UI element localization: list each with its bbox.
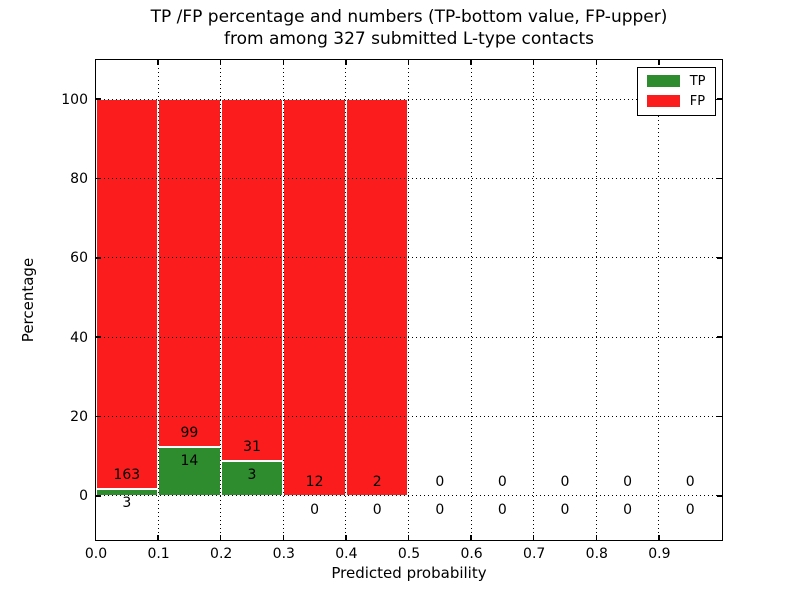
legend-label-fp: FP xyxy=(689,93,706,109)
x-tick-bottom xyxy=(595,534,598,540)
tp-count-label-0: 3 xyxy=(122,494,132,511)
tp-count-label-2: 3 xyxy=(247,466,257,483)
y-tick-right xyxy=(716,98,722,100)
tp-count-label-4: 0 xyxy=(372,501,382,518)
y-tick-left xyxy=(95,257,101,259)
y-tick-left xyxy=(95,415,101,418)
x-tick-bottom xyxy=(345,534,347,540)
y-tick-right xyxy=(716,177,722,180)
y-tick-left xyxy=(95,98,101,100)
x-tick-top xyxy=(219,59,222,65)
x-gridline xyxy=(95,59,96,540)
x-gridline xyxy=(345,59,347,540)
x-gridline xyxy=(282,59,284,540)
x-tick-label: 0.4 xyxy=(335,546,358,562)
fp-count-label-1: 99 xyxy=(180,424,199,441)
x-tick-top xyxy=(407,59,410,65)
fp-count-label-9: 0 xyxy=(685,473,695,490)
y-tick-label: 40 xyxy=(70,329,88,346)
x-tick-label: 0.9 xyxy=(648,546,671,562)
x-tick-bottom xyxy=(658,534,660,540)
bar-fp-1 xyxy=(158,99,221,447)
x-gridline xyxy=(658,59,660,540)
bar-fp-2 xyxy=(220,99,284,461)
x-tick-bottom xyxy=(157,534,159,540)
x-gridline xyxy=(470,59,472,540)
y-tick-right xyxy=(716,415,722,418)
fp-count-label-3: 12 xyxy=(305,473,324,490)
y-tick-label: 0 xyxy=(79,488,88,505)
x-gridline xyxy=(533,59,535,540)
x-tick-label: 0.6 xyxy=(460,546,483,562)
legend: TP FP xyxy=(636,66,716,116)
x-tick-label: 0.3 xyxy=(272,546,295,562)
tp-count-label-8: 0 xyxy=(623,501,633,518)
x-gridline xyxy=(408,59,409,540)
legend-item-tp: TP xyxy=(646,73,706,89)
x-tick-label: 0.2 xyxy=(210,546,233,562)
y-tick-label: 100 xyxy=(61,91,88,108)
x-tick-bottom xyxy=(94,534,97,540)
fp-count-label-5: 0 xyxy=(435,473,445,490)
tp-color-swatch xyxy=(646,75,680,87)
fp-count-label-0: 163 xyxy=(113,466,141,483)
y-tick-label: 20 xyxy=(70,409,88,426)
fp-count-label-4: 2 xyxy=(372,473,382,490)
x-tick-top xyxy=(532,59,535,65)
fp-count-label-7: 0 xyxy=(560,473,570,490)
tp-count-label-5: 0 xyxy=(435,501,445,518)
x-tick-label: 0.7 xyxy=(523,546,546,562)
y-tick-label: 80 xyxy=(70,171,88,187)
fp-count-label-6: 0 xyxy=(497,473,507,490)
plot-area: TP FP 163 3 99 14 31 3 12 0 2 0 0 0 0 0 0 0 0 0 0 0 xyxy=(94,58,723,541)
tp-count-label-6: 0 xyxy=(497,501,507,518)
y-tick-left xyxy=(95,336,101,338)
y-tick-right xyxy=(716,495,722,497)
tp-count-label-1: 14 xyxy=(180,452,199,469)
bar-fp-0 xyxy=(95,99,159,489)
bar-fp-4 xyxy=(345,99,409,496)
tp-count-label-3: 0 xyxy=(310,501,320,518)
y-tick-left xyxy=(95,177,101,180)
x-tick-label: 0.8 xyxy=(585,546,608,562)
x-tick-top xyxy=(658,59,660,65)
y-tick-right xyxy=(716,336,722,338)
fp-color-swatch xyxy=(646,95,680,107)
x-tick-top xyxy=(282,59,285,65)
x-tick-bottom xyxy=(470,534,472,540)
fp-count-label-2: 31 xyxy=(243,438,261,455)
legend-item-fp: FP xyxy=(646,93,706,109)
chart-title: TP /FP percentage and numbers (TP-bottom… xyxy=(96,6,722,50)
x-tick-bottom xyxy=(282,534,285,540)
x-gridline xyxy=(157,59,159,540)
x-tick-top xyxy=(94,59,97,65)
bar-fp-3 xyxy=(283,99,346,496)
x-gridline xyxy=(220,59,222,540)
legend-label-tp: TP xyxy=(689,73,706,89)
x-tick-label: 0.0 xyxy=(84,546,108,562)
y-tick-label: 60 xyxy=(70,250,88,267)
x-tick-bottom xyxy=(532,534,535,540)
x-tick-top xyxy=(157,59,159,65)
tp-count-label-7: 0 xyxy=(560,501,570,518)
x-tick-bottom xyxy=(407,534,410,540)
x-axis-label: Predicted probability xyxy=(331,564,487,582)
x-tick-top xyxy=(595,59,598,65)
chart-title-line1: TP /FP percentage and numbers (TP-bottom… xyxy=(150,7,668,27)
y-tick-left xyxy=(95,495,101,497)
chart-title-line2: from among 327 submitted L-type contacts xyxy=(223,29,594,49)
fp-count-label-8: 0 xyxy=(623,473,633,490)
y-tick-right xyxy=(716,257,722,259)
x-tick-top xyxy=(345,59,347,65)
x-tick-label: 0.5 xyxy=(397,546,421,562)
x-tick-label: 0.1 xyxy=(147,546,170,562)
x-tick-top xyxy=(470,59,472,65)
tp-count-label-9: 0 xyxy=(685,501,695,518)
x-tick-bottom xyxy=(219,534,222,540)
x-gridline xyxy=(595,59,597,540)
